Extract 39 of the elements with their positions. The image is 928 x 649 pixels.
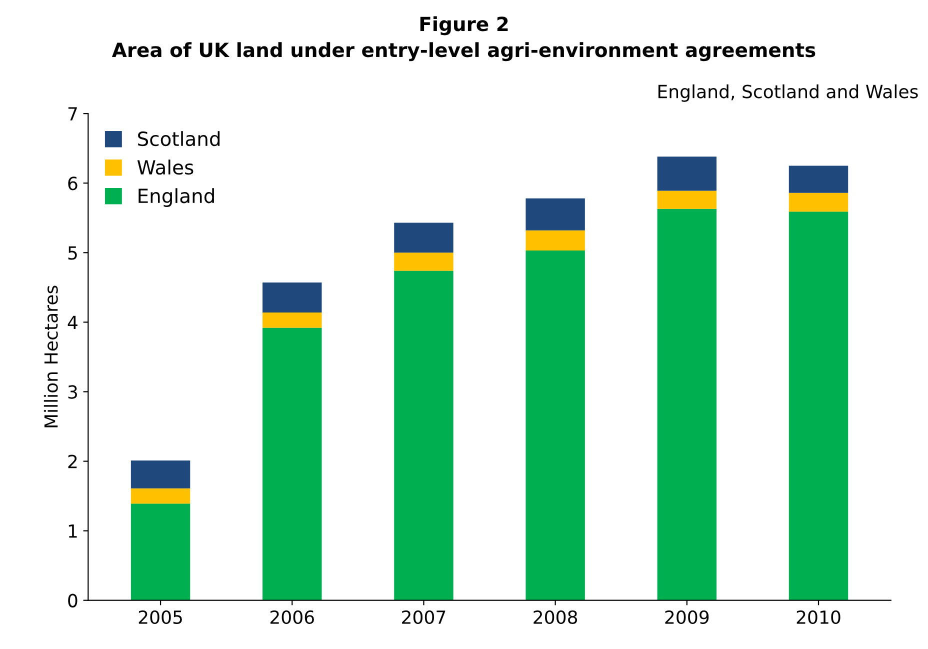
y-tick-label: 1 — [68, 524, 77, 538]
bar — [262, 328, 322, 600]
bar — [394, 270, 454, 600]
bar — [788, 166, 848, 193]
bar — [657, 190, 717, 209]
x-tick-label: 2005 — [138, 610, 182, 624]
y-tick-label: 4 — [68, 316, 78, 330]
y-tick-label: 5 — [68, 246, 77, 260]
bar — [657, 208, 717, 600]
y-tick-label: 0 — [68, 594, 78, 608]
bar — [130, 504, 190, 600]
bar — [526, 250, 585, 600]
bar — [130, 460, 190, 488]
text: England, Scotland and Wales — [658, 84, 918, 102]
x-tick-label: 2009 — [665, 610, 709, 624]
y-tick-label: 2 — [68, 454, 77, 468]
x-tick-label: 2006 — [270, 610, 314, 624]
bar — [526, 198, 585, 230]
x-tick-label: 2008 — [534, 610, 578, 624]
y-axis-title: Million Hectares — [44, 286, 58, 428]
x-tick-label: 2007 — [402, 610, 446, 624]
y-tick-label: 3 — [68, 385, 77, 399]
legend-label: Scotland — [138, 131, 220, 146]
legend-label: England — [138, 188, 214, 207]
bar — [262, 312, 322, 328]
bar — [788, 192, 848, 212]
bar — [262, 282, 322, 312]
chart-subtitle: Area of UK land under entry-level agri-environment agreements — [112, 42, 816, 62]
bar — [394, 222, 454, 253]
bar — [130, 488, 190, 504]
bar — [394, 252, 454, 271]
bar — [788, 212, 848, 600]
legend-label: Wales — [137, 160, 194, 175]
bar — [526, 230, 585, 251]
y-tick-label: 7 — [68, 107, 77, 120]
y-tick-label: 6 — [68, 176, 78, 190]
chart-title: Figure 2 — [420, 16, 508, 36]
bar — [657, 156, 717, 191]
x-tick-label: 2010 — [796, 610, 840, 624]
